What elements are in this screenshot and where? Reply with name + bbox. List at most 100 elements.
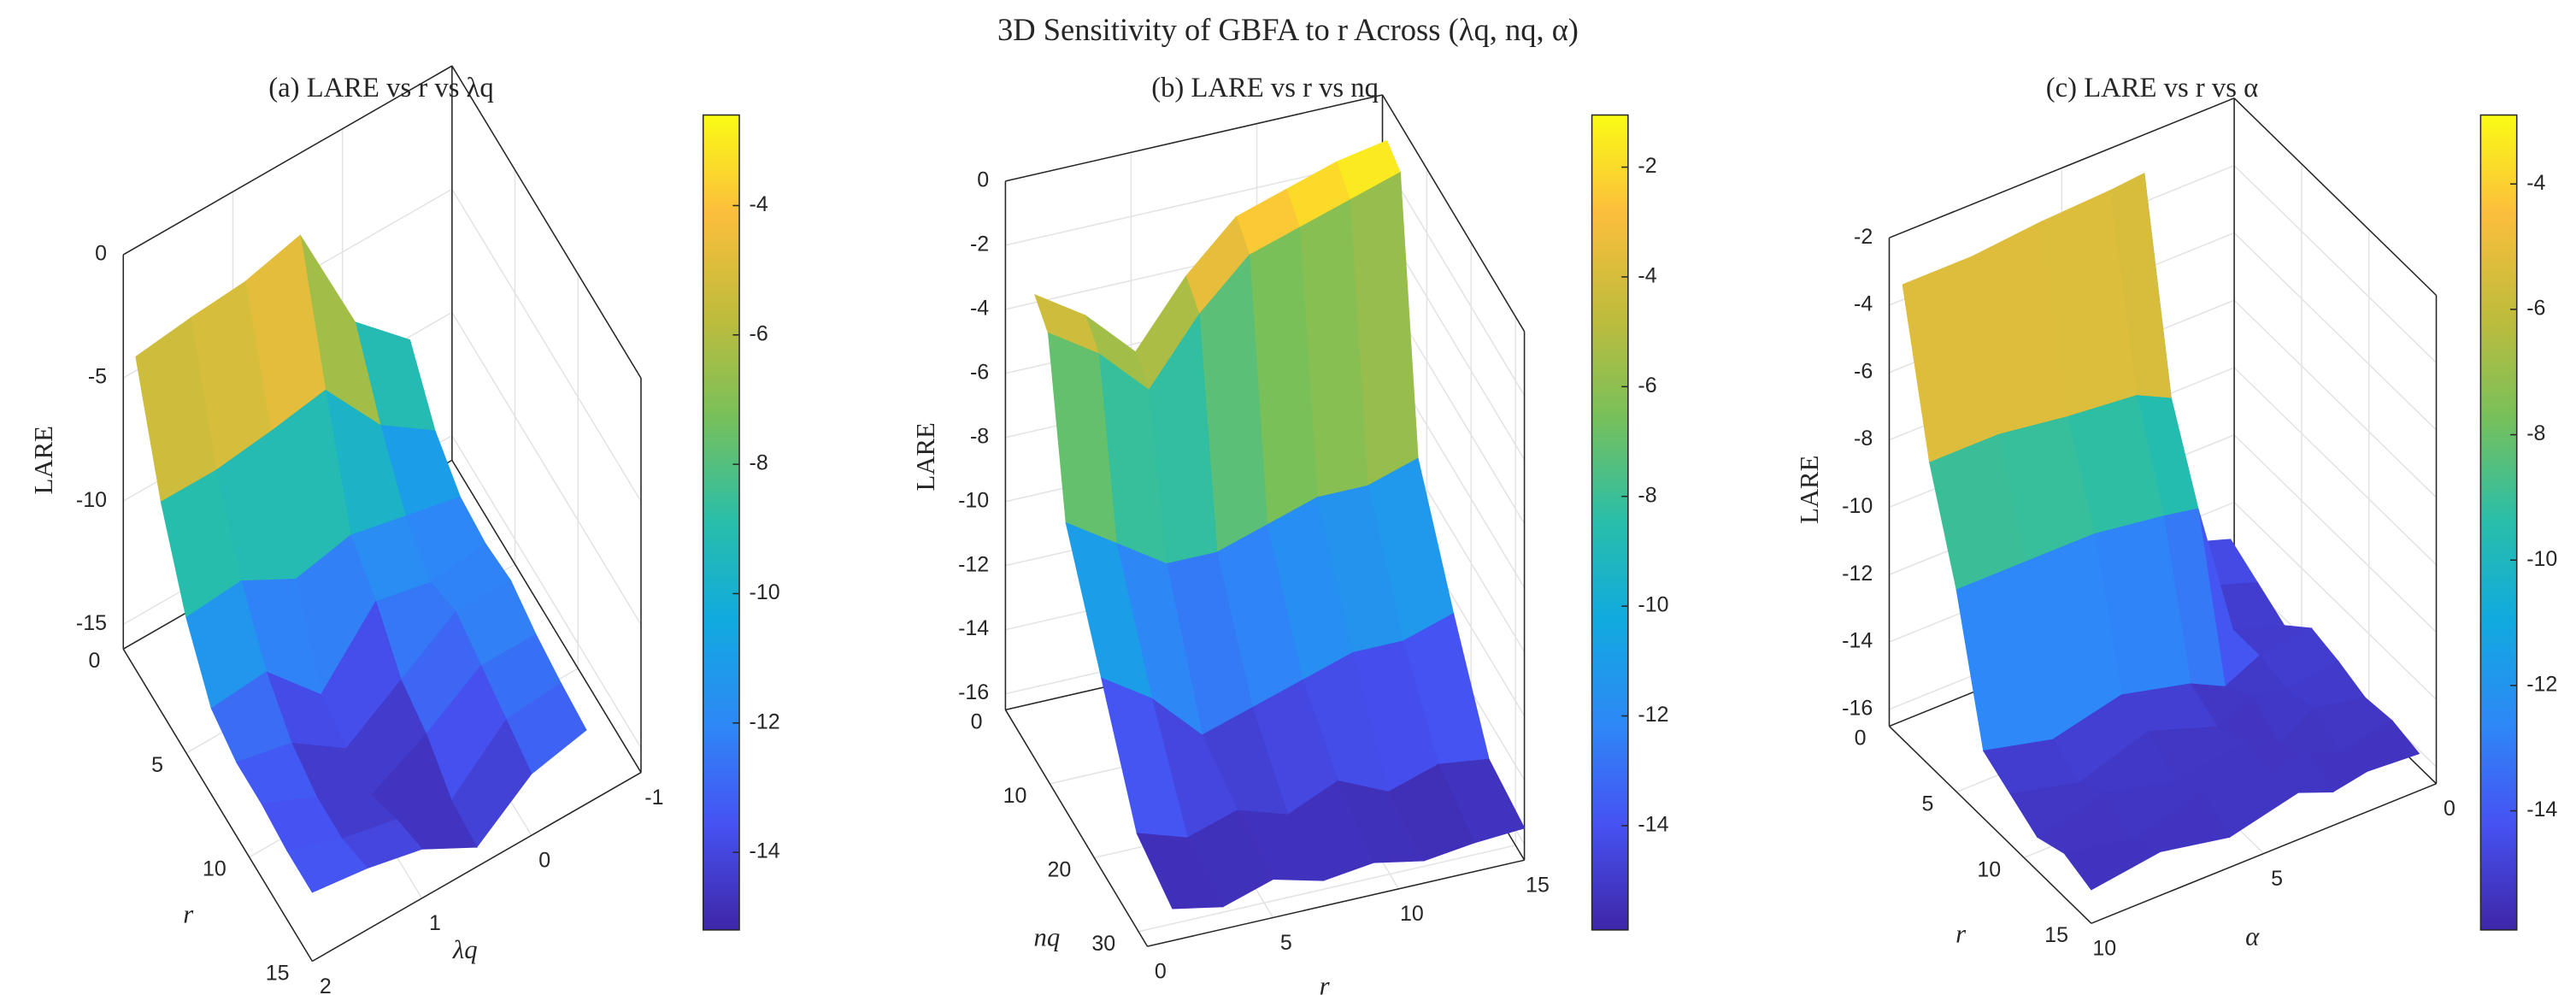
axis-box-edge: [122, 65, 453, 256]
colorbar-tick-label: -10: [750, 580, 780, 604]
axis-box-edge: [1004, 709, 1149, 947]
y-tick-label: 0: [1155, 959, 1167, 983]
x-tick-label: 0: [1855, 727, 1867, 751]
x-tick-label: 20: [1048, 857, 1072, 881]
x-axis-label: nq: [1033, 922, 1060, 951]
x-tick-label: 10: [203, 857, 226, 881]
z-tick-label: -12: [958, 552, 989, 576]
axis-box-edge: [451, 65, 642, 379]
axis-box-edge: [1147, 859, 1525, 947]
colorbar-tick-label: -12: [1638, 703, 1668, 727]
y-tick-label: 5: [2271, 867, 2283, 891]
subplot: 0 5 10 15 0 5 10 -16 -14 -12 -10 -8 -6 -4 -2 (c) LARE v…: [1795, 73, 2557, 960]
wall-grid-line: [2233, 434, 2438, 633]
colorbar-tick-label: -8: [1638, 483, 1656, 507]
colorbar-tick-label: -4: [750, 192, 768, 216]
z-tick-label: -4: [1854, 292, 1873, 316]
y-tick-label: 5: [1280, 931, 1292, 955]
wall-grid-line: [451, 435, 642, 749]
z-tick-label: -10: [958, 488, 989, 512]
surface-cell: [1136, 833, 1224, 910]
wall-grid-line: [2233, 165, 2438, 363]
wall-grid-line: [451, 311, 642, 626]
axis-box-edge: [122, 648, 314, 962]
colorbar-tick-label: -14: [2526, 798, 2557, 821]
colorbar: [2479, 114, 2518, 931]
wall-grid-line: [2233, 502, 2438, 700]
y-tick-label: 0: [538, 849, 550, 873]
x-tick-label: 0: [88, 649, 100, 673]
x-tick-label: 30: [1091, 932, 1115, 956]
x-tick-label: 15: [266, 961, 290, 985]
z-tick-label: -16: [1842, 696, 1873, 720]
colorbar: [1591, 114, 1629, 931]
x-tick-label: 5: [1921, 792, 1933, 815]
z-axis-label: LARE: [1795, 456, 1824, 524]
z-tick-label: 0: [977, 168, 989, 192]
figure-title: 3D Sensitivity of GBFA to r Across (λq, …: [997, 12, 1579, 47]
axis-box-edge: [2233, 97, 2438, 297]
z-tick-label: -12: [1842, 562, 1873, 586]
z-tick-label: -16: [958, 680, 989, 704]
colorbar-tick-label: -8: [2526, 421, 2545, 445]
z-tick-label: -4: [970, 296, 989, 320]
floor-grid-line: [1138, 845, 1516, 933]
colorbar-tick-label: -4: [1638, 264, 1656, 288]
axis-box-edge: [1889, 97, 2235, 238]
wall-grid-line: [2233, 367, 2438, 566]
x-tick-label: 10: [1003, 784, 1027, 808]
axis-box-edge: [1381, 94, 1526, 333]
y-tick-label: 2: [320, 974, 332, 995]
z-tick-label: -10: [1842, 494, 1873, 518]
y-tick-label: 1: [429, 911, 441, 935]
z-axis-label: LARE: [911, 422, 940, 491]
x-tick-label: 5: [151, 753, 163, 777]
x-axis-label: r: [183, 900, 194, 929]
colorbar-tick-label: -12: [750, 709, 780, 733]
colorbar-tick-label: -10: [2526, 547, 2557, 571]
z-tick-label: -5: [88, 365, 107, 389]
y-tick-label: 0: [2444, 797, 2455, 821]
z-tick-label: 0: [95, 242, 107, 266]
z-tick-label: -10: [76, 488, 107, 512]
axis-box-edge: [1005, 94, 1383, 182]
surface-cell: [2063, 838, 2161, 891]
colorbar-tick-label: -10: [1638, 593, 1668, 617]
colorbar-tick-label: -2: [1638, 154, 1656, 178]
z-tick-label: -14: [958, 616, 989, 640]
y-axis-label: α: [2245, 922, 2260, 951]
y-tick-label: -1: [644, 786, 663, 810]
y-axis-label: λq: [452, 935, 478, 964]
subplot: 0 10 20 30 0 5 10 15 -16 -14 -12 -10 -8 -6 -4 -2 0 (b) LA…: [911, 73, 1668, 995]
axis-box-edge: [1888, 726, 2092, 924]
x-axis-label: r: [1956, 920, 1967, 949]
colorbar-tick-label: -12: [2526, 672, 2557, 696]
z-tick-label: -2: [1854, 225, 1873, 249]
z-tick-label: -8: [1854, 427, 1873, 450]
x-tick-label: 0: [971, 709, 983, 733]
x-tick-label: 15: [2044, 923, 2068, 947]
z-tick-label: -2: [970, 232, 989, 256]
wall-grid-line: [451, 188, 642, 502]
subplot-title: (a) LARE vs r vs λq: [268, 73, 493, 103]
z-tick-label: -6: [1854, 359, 1873, 383]
colorbar-tick-label: -8: [750, 451, 768, 475]
colorbar: [702, 114, 740, 931]
wall-grid-line: [1381, 158, 1526, 397]
subplot-title: (b) LARE vs r vs nq: [1151, 73, 1379, 103]
z-axis-label: LARE: [29, 426, 58, 494]
wall-grid-line: [2233, 299, 2438, 498]
axis-box-edge: [2091, 783, 2437, 924]
colorbar-tick-label: -14: [1638, 813, 1668, 837]
axis-box-edge: [451, 459, 642, 774]
z-tick-label: -14: [1842, 629, 1873, 653]
axis-box-edge: [312, 771, 642, 963]
x-tick-label: 10: [1977, 857, 2001, 881]
z-tick-label: -15: [76, 611, 107, 635]
colorbar-tick-label: -6: [1638, 374, 1656, 397]
subplot-title: (c) LARE vs r vs α: [2046, 73, 2258, 103]
y-axis-label: r: [1320, 972, 1331, 995]
z-tick-label: -6: [970, 360, 989, 384]
